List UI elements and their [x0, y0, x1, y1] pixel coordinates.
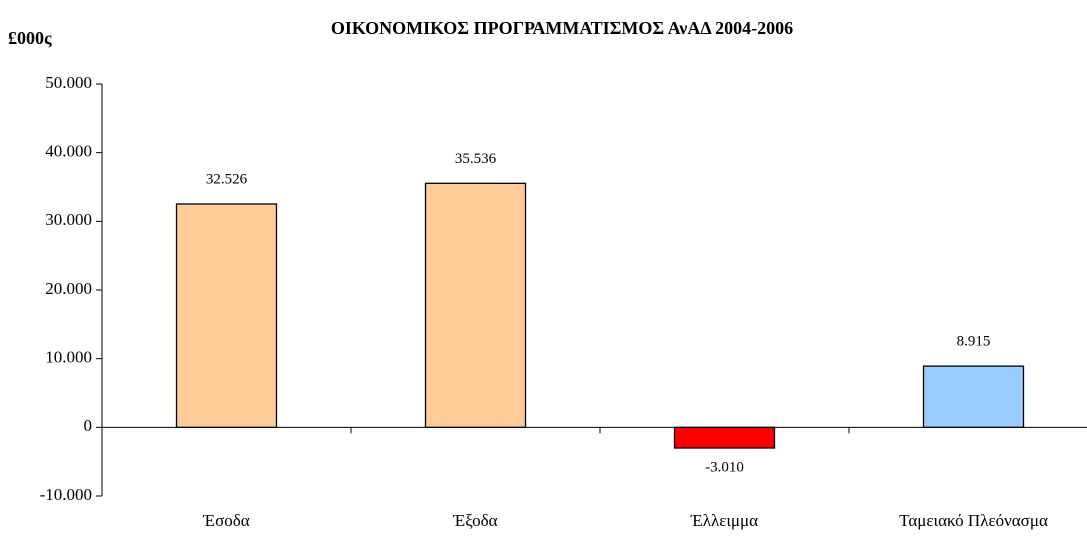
y-tick-label: 30.000: [45, 210, 92, 229]
bar: [175, 203, 278, 428]
value-label: -3.010: [705, 459, 744, 475]
x-tick-label: Έλλειμμα: [690, 511, 758, 530]
value-label: 8.915: [957, 334, 991, 350]
value-label: 32.526: [206, 171, 248, 187]
x-tick-label: Έσοδα: [202, 511, 249, 530]
y-axis-unit: £000ς: [8, 28, 52, 48]
bar: [673, 426, 776, 449]
y-tick-label: 0: [84, 416, 93, 435]
x-tick-label: Έξοδα: [452, 511, 497, 530]
y-tick-label: 40.000: [45, 142, 92, 161]
y-tick-label: 20.000: [45, 279, 92, 298]
value-label: 35.536: [455, 151, 497, 167]
y-tick-label: 50.000: [45, 73, 92, 92]
y-tick-label: -10.000: [40, 485, 92, 504]
chart-title: ΟΙΚΟΝΟΜΙΚΟΣ ΠΡΟΓΡΑΜΜΑΤΙΣΜΟΣ ΑνΑΔ 2004-20…: [331, 18, 793, 38]
bar: [922, 365, 1025, 428]
x-tick-label: Ταμειακό Πλεόνασμα: [899, 511, 1048, 530]
y-tick-label: 10.000: [45, 348, 92, 367]
bar: [424, 182, 527, 428]
